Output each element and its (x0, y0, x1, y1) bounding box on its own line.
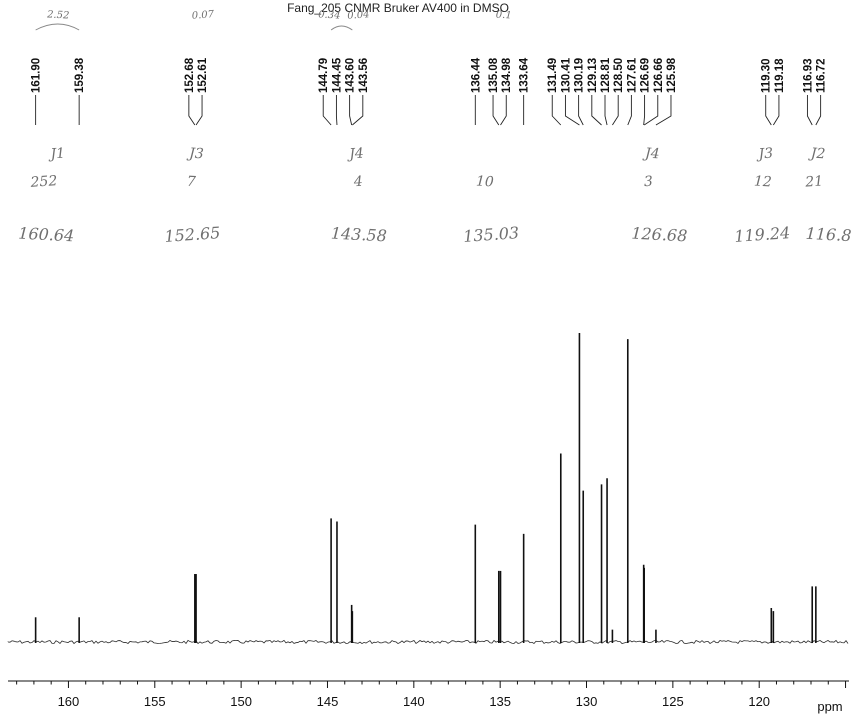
handwritten-annotation: 3 (643, 174, 653, 191)
peak-label-connector (627, 95, 632, 126)
peak-shift-label: 128.81 (600, 57, 612, 93)
spectrum-peak-group (34, 333, 817, 643)
peak-label-connector (551, 95, 562, 126)
peak-shift-label: 130.41 (560, 57, 572, 93)
handwritten-annotation: 143.58 (330, 224, 387, 246)
peak-label-connector (655, 95, 672, 126)
peak-shift-label: 159.38 (74, 57, 86, 93)
handwritten-annotation: 0.04 (347, 9, 370, 22)
handwritten-annotation-group: 2.52 0.07 0.34 0.04 0.1 J1 J3 J4 J4 J3 J2 252 7 4 10 3 1… (18, 9, 852, 246)
handwritten-annotation: 10 (476, 174, 495, 191)
peak-shift-label: 126.66 (653, 58, 665, 93)
x-axis-tick-label: 150 (230, 694, 252, 709)
x-axis-unit-label: ppm (817, 699, 842, 714)
peak-shift-label: 144.79 (318, 58, 330, 93)
peak-label-connector (335, 95, 338, 126)
peak-shift-label: 126.69 (640, 58, 652, 93)
peak-shift-label: 131.49 (547, 58, 559, 93)
peak-shift-label: 133.64 (519, 57, 531, 93)
annotation-arc (35, 23, 80, 31)
peak-shift-label: 135.08 (488, 57, 500, 93)
peak-label-connector (772, 95, 780, 126)
peak-label-group: 161.90 159.38 152.68 152.61 144.79 144.45 143.… (31, 57, 828, 93)
peak-shift-label: 134.98 (501, 57, 513, 93)
x-axis-tick-label: 155 (144, 694, 166, 709)
handwritten-annotation: 160.64 (18, 224, 75, 246)
handwritten-annotation: 7 (186, 174, 196, 190)
handwritten-annotation: 119.24 (734, 223, 791, 246)
peak-label-connector (349, 95, 353, 126)
annotation-arc (330, 25, 353, 31)
peak-shift-label: 119.30 (761, 58, 773, 93)
peak-shift-label: 119.18 (774, 58, 786, 93)
handwritten-annotation: J3 (755, 146, 774, 163)
peak-label-connector (578, 95, 584, 126)
handwritten-annotation: 252 (29, 173, 58, 191)
peak-label-connector (188, 95, 196, 126)
label-connector-group (35, 95, 822, 126)
x-axis-tick-label: 160 (58, 694, 80, 709)
peak-shift-label: 127.61 (626, 57, 638, 93)
peak-label-connector (806, 95, 813, 126)
peak-label-connector (815, 95, 822, 126)
spectrum-baseline (7, 639, 849, 645)
peak-shift-label: 136.44 (470, 57, 482, 93)
handwritten-annotation: J1 (47, 146, 66, 163)
peak-shift-label: 143.56 (358, 58, 370, 93)
peak-shift-label: 161.90 (31, 58, 43, 93)
handwritten-annotation: J3 (186, 145, 204, 162)
handwritten-annotation: 0.07 (191, 9, 215, 22)
peak-shift-label: 152.61 (197, 57, 209, 93)
peak-shift-label: 144.45 (331, 57, 343, 93)
handwritten-annotation: 0.1 (496, 10, 512, 22)
peak-label-connector (612, 95, 619, 126)
peak-label-connector (352, 95, 364, 126)
peak-label-connector (643, 95, 646, 126)
peak-label-connector (591, 95, 602, 126)
peak-label-connector (765, 95, 772, 126)
handwritten-annotation: J4 (642, 145, 660, 162)
x-axis-tick-label: 120 (748, 694, 770, 709)
handwritten-annotation: 152.65 (164, 223, 221, 246)
handwritten-annotation: 4 (352, 174, 363, 191)
peak-label-connector (492, 95, 500, 126)
peak-label-connector (564, 95, 580, 126)
handwritten-annotation: 116.8 (805, 224, 852, 245)
peak-shift-label: 116.93 (802, 58, 814, 93)
handwritten-annotation: 2.52 (46, 9, 70, 21)
x-axis-tick-label: 140 (403, 694, 425, 709)
handwritten-annotation: 21 (804, 173, 824, 190)
peak-shift-label: 125.98 (666, 57, 678, 93)
x-axis-tick-label: 130 (576, 694, 598, 709)
peak-label-connector (500, 95, 507, 126)
handwritten-annotation: 0.34 (318, 9, 341, 21)
peak-shift-label: 152.68 (184, 57, 196, 93)
handwritten-annotation: J4 (346, 146, 365, 163)
peak-label-connector (604, 95, 608, 126)
handwritten-annotation: 126.68 (631, 224, 688, 246)
handwritten-annotation: 135.03 (463, 223, 520, 246)
handwritten-annotation: 12 (754, 174, 773, 191)
peak-shift-label: 129.13 (587, 58, 599, 93)
peak-shift-label: 116.72 (816, 58, 828, 93)
x-axis-tick-label: 145 (317, 694, 339, 709)
chart-title: Fang_205 CNMR Bruker AV400 in DMSO (287, 1, 509, 15)
peak-label-connector (195, 95, 203, 126)
peak-label-connector (322, 95, 332, 126)
peak-shift-label: 128.50 (613, 58, 625, 93)
x-axis-tick-label: 135 (489, 694, 511, 709)
peak-label-connector (643, 95, 659, 126)
x-axis-tick-group: 160 155 150 145 140 135 130 125 120 (16, 681, 847, 709)
x-axis-tick-label: 125 (662, 694, 684, 709)
peak-shift-label: 143.60 (345, 58, 357, 93)
handwritten-annotation: J2 (807, 145, 825, 162)
peak-shift-label: 130.19 (574, 58, 586, 93)
